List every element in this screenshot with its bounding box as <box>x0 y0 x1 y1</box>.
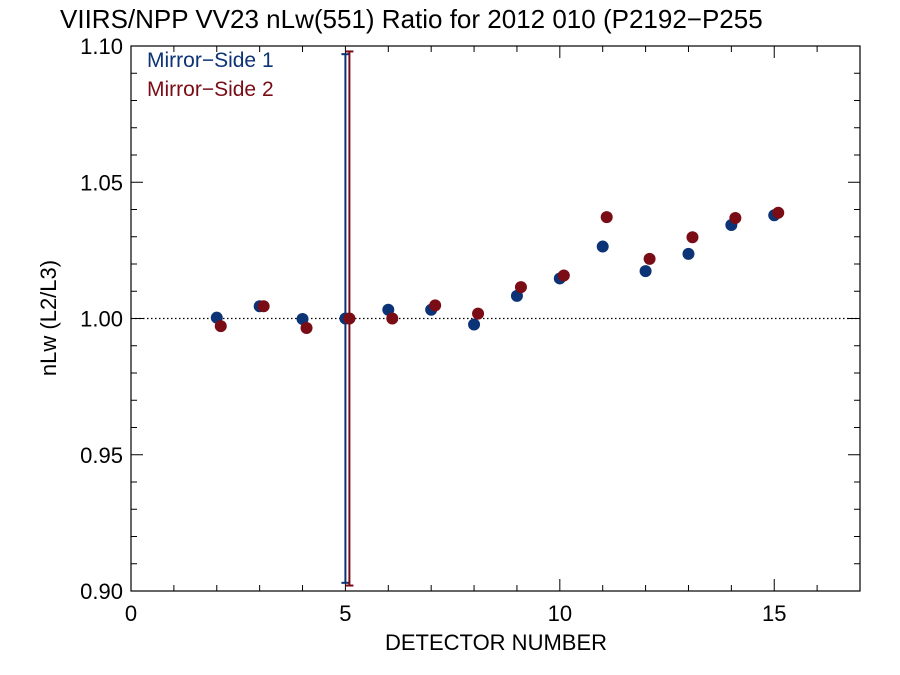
series-1-point <box>682 247 695 260</box>
series-2-point <box>729 211 742 224</box>
legend: Mirror−Side 1 Mirror−Side 2 <box>147 49 274 101</box>
series-2-point <box>472 307 485 320</box>
series-2-point <box>686 231 699 244</box>
x-tick-label: 15 <box>762 601 786 626</box>
series-2-point <box>429 299 442 312</box>
series-2-point <box>214 320 227 333</box>
series-2-point <box>557 269 570 282</box>
y-tick-label: 1.05 <box>80 170 123 195</box>
series-2-point <box>300 322 313 335</box>
y-tick-label: 1.10 <box>80 34 123 59</box>
series-2-point <box>257 300 270 313</box>
series-2-point <box>600 211 613 224</box>
series-2-point <box>386 312 399 325</box>
series-1-point <box>596 240 609 253</box>
series-2-point <box>643 252 656 265</box>
x-axis-label: DETECTOR NUMBER <box>385 630 607 655</box>
chart-title: VIIRS/NPP VV23 nLw(551) Ratio for 2012 0… <box>60 4 763 34</box>
x-tick-label: 10 <box>548 601 572 626</box>
series-2-point <box>772 206 785 219</box>
axis-ticks: 0 5 10 15 0.90 0.95 1.00 1.05 1.10 <box>80 34 860 626</box>
y-tick-label: 1.00 <box>80 307 123 332</box>
legend-label-mirror-side-1: Mirror−Side 1 <box>147 49 274 72</box>
series-1-point <box>468 318 481 331</box>
legend-label-mirror-side-2: Mirror−Side 2 <box>147 78 274 101</box>
series-2-point <box>343 312 356 325</box>
x-tick-label: 5 <box>339 601 351 626</box>
y-tick-label: 0.90 <box>80 579 123 604</box>
y-axis-label: nLw (L2/L3) <box>36 260 61 376</box>
data-points <box>210 206 785 335</box>
series-1-point <box>296 313 309 326</box>
x-tick-label: 0 <box>125 601 137 626</box>
series-2-point <box>514 281 527 294</box>
y-tick-label: 0.95 <box>80 443 123 468</box>
series-1-point <box>639 265 652 278</box>
